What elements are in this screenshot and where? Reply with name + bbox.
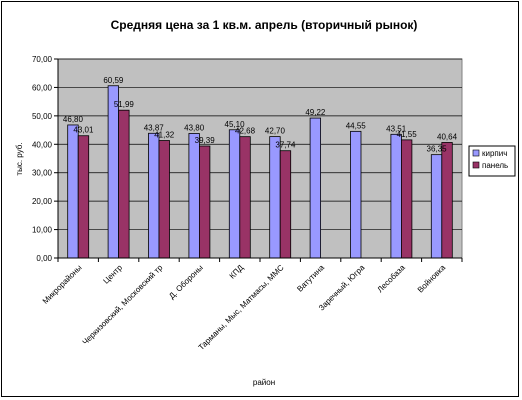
data-label: 45,10 — [225, 120, 246, 129]
data-label: 49,22 — [305, 108, 326, 117]
legend-label: кирпич — [482, 149, 507, 158]
bar-кирпич — [269, 136, 281, 259]
data-label: 36,35 — [427, 145, 448, 154]
category-label: Тарманы, Мыс, Матмасы, ММС — [197, 263, 286, 352]
legend-swatch — [472, 161, 480, 169]
bar-кирпич — [309, 117, 322, 259]
legend: кирпич панель — [468, 145, 516, 177]
y-tick-label: 40,00 — [32, 140, 53, 149]
data-label: 44,55 — [346, 121, 367, 130]
bar-панель — [158, 140, 170, 259]
data-label: 43,51 — [386, 124, 407, 133]
y-tick-label: 30,00 — [32, 169, 53, 178]
data-label: 37,74 — [275, 141, 296, 150]
data-label: 43,80 — [184, 123, 205, 132]
y-tick-label: 70,00 — [32, 55, 53, 64]
data-label: 42,68 — [235, 127, 256, 136]
bar-кирпич — [188, 133, 200, 259]
bar-панель — [239, 136, 251, 259]
data-label: 39,39 — [195, 136, 216, 145]
data-label: 60,59 — [103, 76, 124, 85]
category-label: Ватутина — [295, 263, 326, 294]
bar-панель — [198, 145, 211, 259]
bar-кирпич — [67, 124, 79, 259]
bar-панель — [400, 139, 413, 259]
bar-кирпич — [390, 133, 402, 259]
x-axis-title: район — [253, 378, 275, 387]
bar-кирпич — [350, 130, 362, 259]
category-label: Лесобаза — [376, 263, 408, 295]
data-label: 41,55 — [397, 130, 418, 139]
bar-кирпич — [107, 85, 119, 259]
data-label: 46,80 — [63, 115, 84, 124]
y-tick-label: 10,00 — [32, 226, 53, 235]
data-label: 51,99 — [114, 100, 135, 109]
y-tick-label: 60,00 — [32, 83, 53, 92]
category-label: Черкизовский, Московский тр — [81, 263, 165, 347]
bar-панель — [279, 150, 292, 259]
category-label: Войновка — [416, 263, 448, 295]
data-label: 43,01 — [73, 126, 94, 135]
bar-кирпич — [148, 132, 160, 259]
category-label: КПД — [228, 263, 246, 281]
bar-панель — [441, 142, 453, 259]
chart-title: Средняя цена за 1 кв.м. апрель (вторичны… — [111, 18, 418, 32]
legend-swatch — [472, 149, 480, 157]
data-label: 41,32 — [154, 131, 175, 140]
bar-кирпич — [430, 154, 443, 259]
bar-панель — [77, 135, 90, 259]
category-label: Д. Обороны — [167, 263, 205, 301]
y-axis-title: тыс. руб. — [15, 142, 24, 175]
y-tick-label: 20,00 — [32, 197, 53, 206]
bar-панель — [118, 109, 130, 259]
data-label: 40,64 — [437, 132, 458, 141]
category-label: Центр — [101, 263, 124, 286]
data-label: 43,87 — [144, 123, 165, 132]
bar-кирпич — [228, 129, 241, 259]
y-tick-label: 50,00 — [32, 112, 53, 121]
legend-label: панель — [482, 161, 508, 170]
category-label: Микрорайоны — [41, 263, 84, 306]
y-tick-label: 0,00 — [36, 254, 52, 263]
data-label: 42,70 — [265, 127, 286, 136]
